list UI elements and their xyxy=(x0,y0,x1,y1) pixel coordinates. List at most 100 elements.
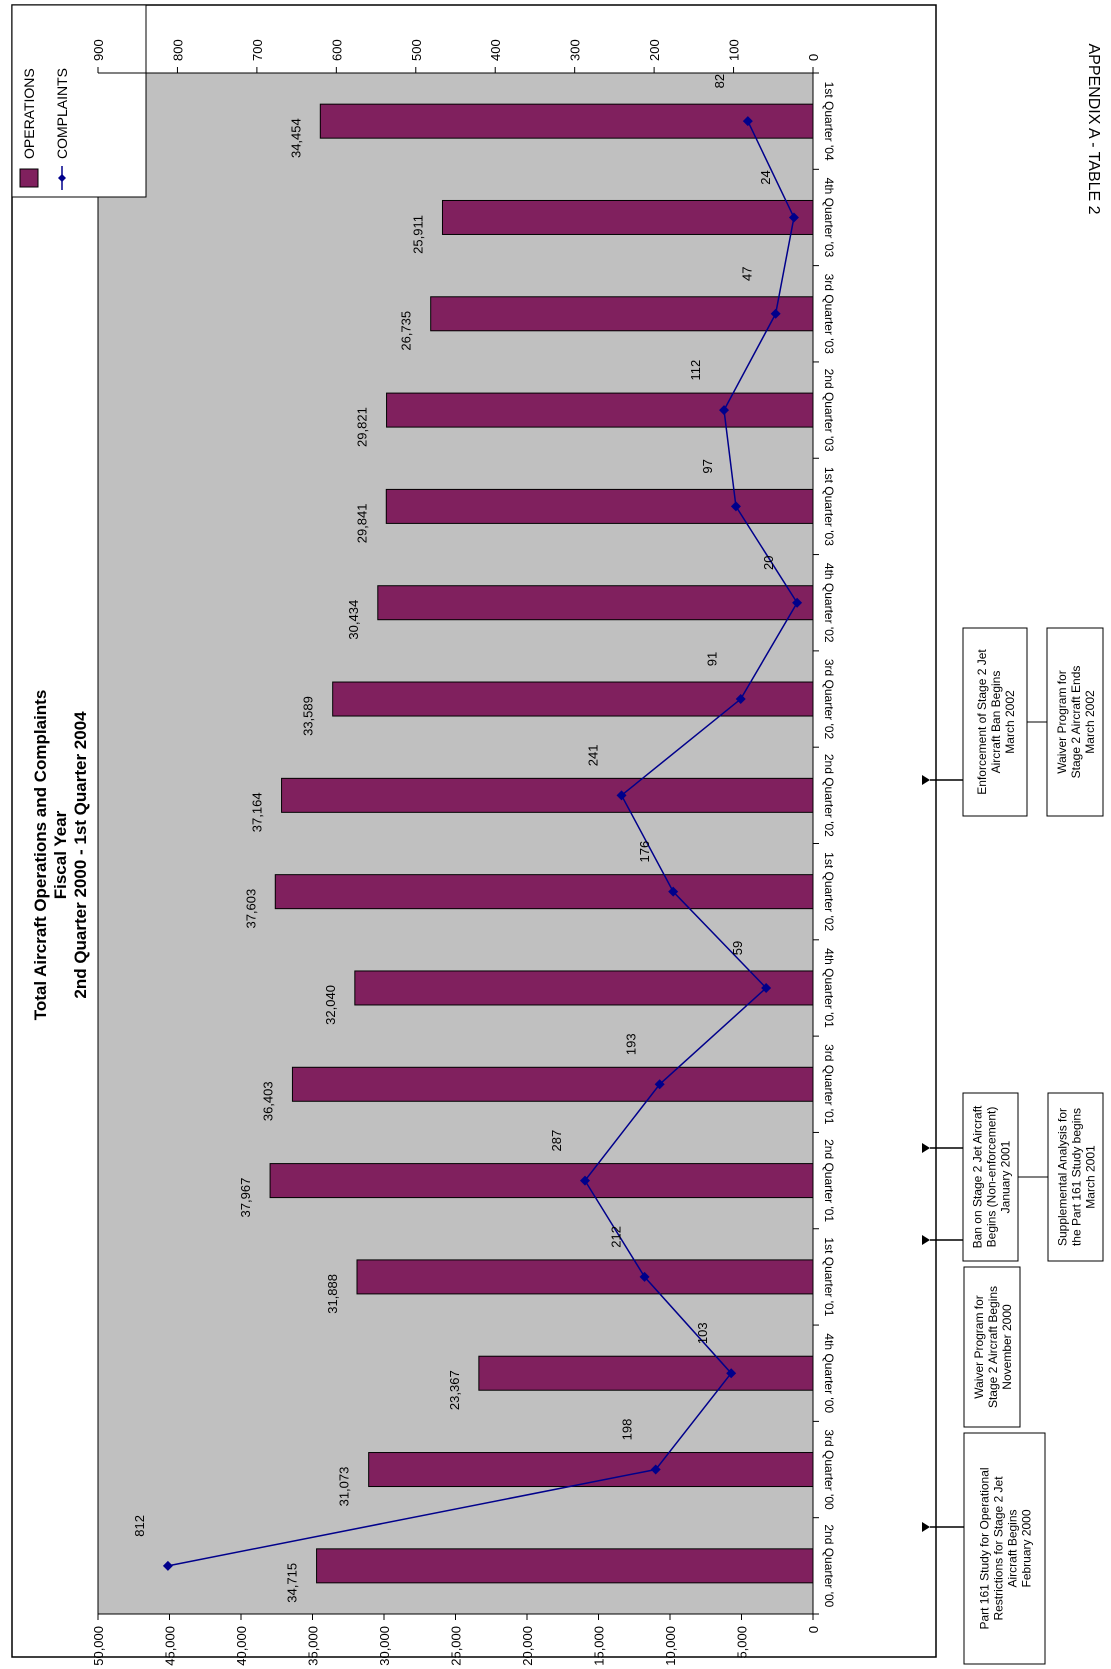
category-tick-label: 1st Quarter '04 xyxy=(822,82,836,161)
complaints-axis-tick-label: 100 xyxy=(727,39,742,61)
annotation-text: November 2000 xyxy=(1000,1304,1014,1390)
complaints-marker xyxy=(654,1079,665,1090)
annotation-text: Waiver Program for xyxy=(972,1295,986,1399)
annotation-text: Waiver Program for xyxy=(1055,670,1069,774)
operations-bar xyxy=(478,1355,814,1391)
operations-axis-tick-label: 50,000 xyxy=(91,1626,106,1666)
legend-swatch-operations xyxy=(19,168,39,188)
annotation-text: March 2002 xyxy=(1003,690,1017,754)
operations-data-label: 26,735 xyxy=(399,311,414,351)
legend-label-complaints: COMPLAINTS xyxy=(54,68,70,159)
complaints-marker xyxy=(639,1271,650,1282)
plot-layer: 34,715 31,073 23,367 31,888 37,967 36,403 32,0… xyxy=(91,39,836,1665)
annotation-arrowhead xyxy=(922,1522,930,1532)
category-tick-label: 1st Quarter '01 xyxy=(822,1237,836,1316)
operations-data-label: 23,367 xyxy=(447,1370,462,1410)
operations-data-label: 36,403 xyxy=(260,1081,275,1121)
annotation-text: Stage 2 Aircraft Begins xyxy=(986,1286,1000,1408)
category-tick-label: 1st Quarter '03 xyxy=(822,467,836,546)
complaints-axis-tick-label: 400 xyxy=(488,39,503,61)
operations-axis-tick-label: 45,000 xyxy=(163,1626,178,1666)
operations-axis-tick-label: 40,000 xyxy=(234,1626,249,1666)
complaints-marker xyxy=(719,405,730,416)
operations-data-label: 29,841 xyxy=(354,504,369,544)
complaints-axis-tick-label: 300 xyxy=(568,39,583,61)
category-tick-label: 1st Quarter '02 xyxy=(822,852,836,931)
complaints-data-label: 812 xyxy=(132,1515,147,1537)
complaints-marker xyxy=(770,308,781,319)
chart-subtitle-2: 2nd Quarter 2000 - 1st Quarter 2004 xyxy=(71,711,90,999)
category-tick-label: 3rd Quarter '01 xyxy=(822,1044,836,1125)
category-tick-label: 3rd Quarter '03 xyxy=(822,274,836,355)
complaints-axis-tick-label: 600 xyxy=(329,39,344,61)
category-tick-label: 3rd Quarter '00 xyxy=(822,1429,836,1510)
operations-bar xyxy=(291,1066,814,1102)
operations-bar xyxy=(332,681,814,717)
operations-bar xyxy=(441,199,814,235)
complaints-data-label: 193 xyxy=(624,1033,639,1055)
complaints-data-label: 198 xyxy=(620,1419,635,1441)
operations-bar xyxy=(281,777,814,813)
operations-data-label: 31,888 xyxy=(325,1274,340,1314)
category-tick-label: 4th Quarter '01 xyxy=(822,948,836,1028)
complaints-marker xyxy=(726,1368,737,1379)
operations-axis-tick-label: 35,000 xyxy=(306,1626,321,1666)
annotation-text: March 2002 xyxy=(1083,690,1097,754)
complaints-data-label: 176 xyxy=(637,841,652,863)
operations-data-label: 31,073 xyxy=(337,1467,352,1507)
category-tick-label: 4th Quarter '00 xyxy=(822,1333,836,1413)
annotation-text: March 2001 xyxy=(1084,1145,1098,1209)
annotation-box xyxy=(963,1432,1046,1665)
complaints-data-label: 20 xyxy=(761,555,776,569)
annotation-text: February 2000 xyxy=(1020,1509,1034,1587)
chart-title: Total Aircraft Operations and Complaints xyxy=(31,690,50,1021)
category-tick-label: 3rd Quarter '02 xyxy=(822,659,836,740)
complaints-marker xyxy=(668,886,679,897)
operations-bar xyxy=(316,1548,814,1584)
annotation-text: Restrictions for Stage 2 Jet xyxy=(992,1476,1006,1621)
operations-bar xyxy=(269,1163,814,1199)
annotation-box xyxy=(962,1092,1019,1262)
annotation-text: Supplemental Analysis for xyxy=(1056,1108,1070,1246)
annotation-box xyxy=(1046,627,1104,817)
complaints-data-label: 287 xyxy=(549,1130,564,1152)
operations-bar xyxy=(354,970,814,1006)
annotation-text: Stage 2 Aircraft Ends xyxy=(1069,666,1083,779)
complaints-data-label: 24 xyxy=(758,170,773,184)
complaints-data-label: 212 xyxy=(609,1226,624,1248)
operations-axis-tick-label: 10,000 xyxy=(663,1626,678,1666)
legend-box xyxy=(11,4,147,198)
complaints-marker xyxy=(792,597,803,608)
complaints-axis-tick-label: 0 xyxy=(806,54,821,61)
complaints-marker xyxy=(579,1175,590,1186)
annotation-text: January 2001 xyxy=(999,1140,1013,1213)
operations-data-label: 37,603 xyxy=(243,889,258,929)
operations-data-label: 29,821 xyxy=(355,407,370,447)
operations-axis-tick-label: 0 xyxy=(806,1626,821,1633)
operations-axis-tick-label: 20,000 xyxy=(520,1626,535,1666)
complaints-line xyxy=(167,120,798,1567)
operations-axis-tick-label: 30,000 xyxy=(377,1626,392,1666)
annotation-text: Enforcement of Stage 2 Jet xyxy=(975,649,989,795)
category-tick-label: 2nd Quarter '02 xyxy=(822,754,836,837)
complaints-marker xyxy=(788,212,799,223)
complaints-data-label: 82 xyxy=(712,74,727,88)
complaints-marker xyxy=(650,1464,661,1475)
complaints-marker xyxy=(742,116,753,127)
complaints-data-label: 241 xyxy=(586,744,601,766)
legend-label-operations: OPERATIONS xyxy=(21,68,37,159)
operations-data-label: 37,164 xyxy=(250,792,265,832)
category-tick-label: 4th Quarter '02 xyxy=(822,563,836,643)
annotation-text: Aircraft Ban Begins xyxy=(989,671,1003,774)
category-tick-label: 4th Quarter '03 xyxy=(822,178,836,258)
operations-bar xyxy=(430,296,814,332)
category-tick-label: 2nd Quarter '03 xyxy=(822,369,836,452)
operations-bar xyxy=(377,585,814,621)
annotation-box xyxy=(963,1266,1021,1428)
annotation-layer: Part 161 Study for Operational Restrictio… xyxy=(922,627,1104,1665)
operations-axis-tick-label: 25,000 xyxy=(449,1626,464,1666)
operations-bar xyxy=(319,103,814,139)
complaints-marker xyxy=(735,694,746,705)
chart-subtitle-1: Fiscal Year xyxy=(51,810,70,899)
